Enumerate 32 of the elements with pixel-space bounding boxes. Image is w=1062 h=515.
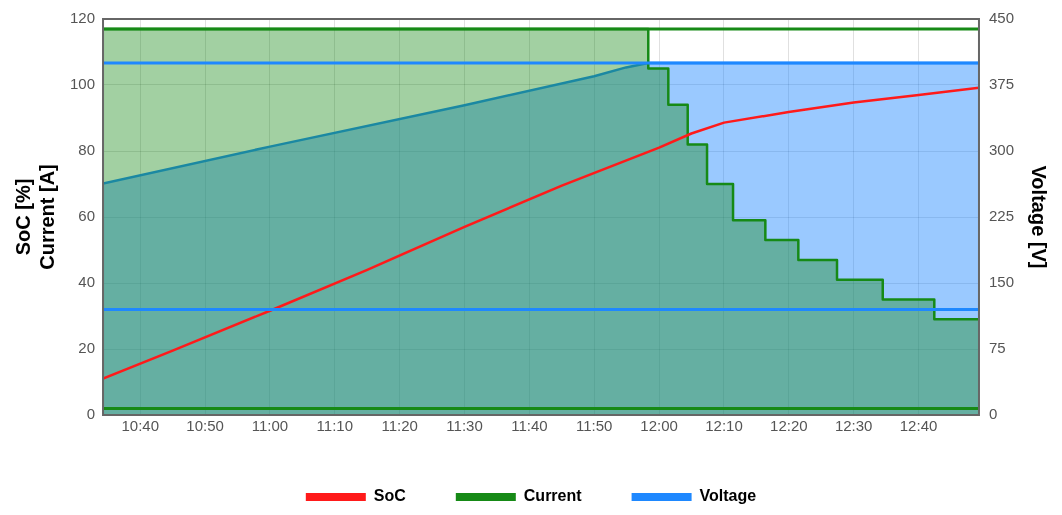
y-tick-label: 80 <box>78 141 96 159</box>
y2-tick-label: 375 <box>988 75 1014 93</box>
x-tick-label: 12:30 <box>834 417 873 435</box>
y2-tick-label: 150 <box>988 273 1014 291</box>
y-tick-label: 120 <box>70 9 96 27</box>
x-tick-label: 10:40 <box>121 417 160 435</box>
x-tick-label: 12:40 <box>899 417 938 435</box>
x-tick-label: 11:50 <box>576 417 613 435</box>
x-tick-label: 12:00 <box>640 417 678 435</box>
legend-label: SoC <box>373 487 407 505</box>
x-tick-label: 11:20 <box>381 417 418 435</box>
y-tick-label: 40 <box>78 273 96 291</box>
y2-tick-label: 450 <box>988 9 1014 27</box>
legend-label: Current <box>523 487 583 505</box>
x-tick-label: 11:30 <box>446 417 483 435</box>
y2-tick-label: 75 <box>988 339 1006 357</box>
x-tick-label: 11:10 <box>316 417 354 435</box>
y2-tick-label: 300 <box>988 141 1014 159</box>
y2-axis-title: Voltage [V] <box>1028 165 1051 269</box>
x-tick-label: 12:20 <box>770 417 808 435</box>
x-tick-label: 12:10 <box>705 417 743 435</box>
x-tick-label: 10:50 <box>186 417 224 435</box>
y-tick-label: 20 <box>78 339 96 357</box>
y2-tick-label: 225 <box>988 207 1014 225</box>
y-axis-title: SoC [%] Current [A] <box>11 164 58 270</box>
y-tick-label: 60 <box>78 207 96 225</box>
x-tick-label: 11:40 <box>511 417 548 435</box>
y-tick-label: 100 <box>70 75 96 93</box>
y2-tick-label: 0 <box>988 405 998 423</box>
x-tick-label: 11:00 <box>251 417 289 435</box>
legend-label: Voltage <box>699 487 757 505</box>
y-tick-label: 0 <box>86 405 96 423</box>
